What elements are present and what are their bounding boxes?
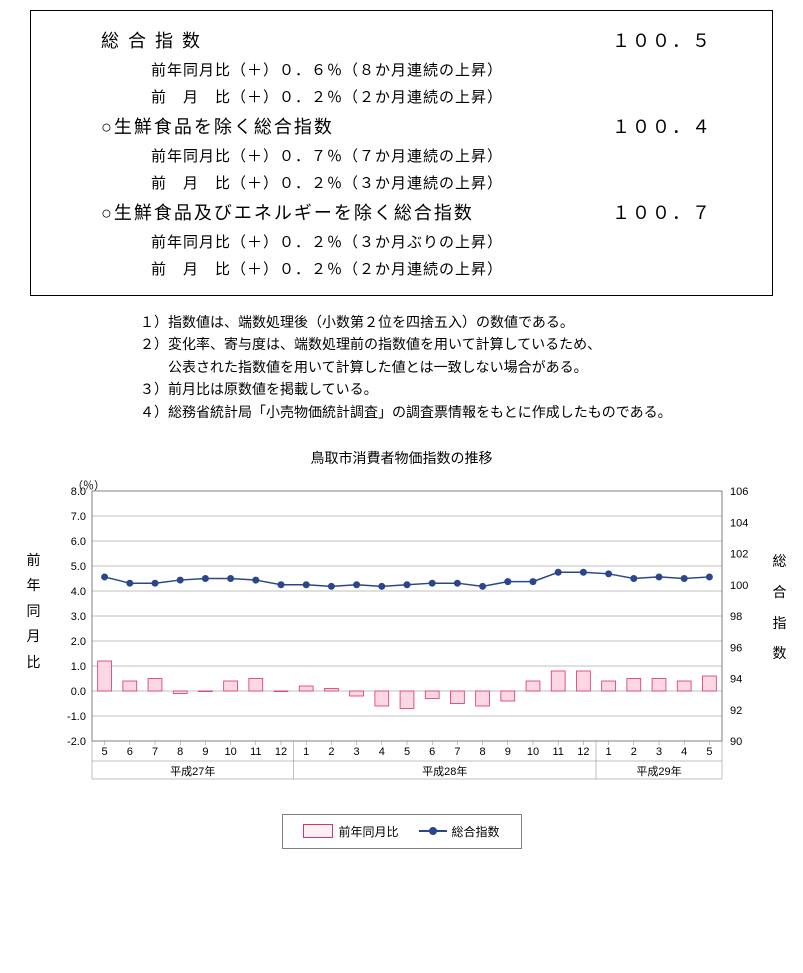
legend-line-swatch — [419, 830, 447, 832]
svg-text:7.0: 7.0 — [70, 511, 85, 523]
notes-block: １）指数値は、端数処理後（小数第２位を四捨五入）の数値である。 ２）変化率、寄与… — [140, 311, 793, 423]
svg-text:2.0: 2.0 — [70, 636, 85, 648]
index-row-1: 総 合 指 数 １００．５ — [101, 27, 712, 53]
svg-text:5: 5 — [101, 746, 107, 758]
svg-text:3.0: 3.0 — [70, 611, 85, 623]
svg-text:0.0: 0.0 — [70, 686, 85, 698]
svg-text:7: 7 — [151, 746, 157, 758]
note-4: ４）総務省統計局「小売物価統計調査」の調査票情報をもとに作成したものである。 — [140, 401, 793, 423]
svg-text:2: 2 — [630, 746, 636, 758]
svg-text:4.0: 4.0 — [70, 586, 85, 598]
svg-text:1: 1 — [605, 746, 611, 758]
chart-svg: （％）-2.0-1.00.01.02.03.04.05.06.07.08.090… — [32, 476, 772, 796]
legend-box: 前年同月比 総合指数 — [282, 814, 522, 849]
index2-title: ○生鮮食品を除く総合指数 — [101, 113, 334, 139]
svg-text:6: 6 — [126, 746, 132, 758]
svg-text:6.0: 6.0 — [70, 536, 85, 548]
svg-text:4: 4 — [681, 746, 687, 758]
legend-line-label: 総合指数 — [452, 823, 500, 840]
chart-container: 前年同月比 総合指数 （％）-2.0-1.00.01.02.03.04.05.0… — [32, 476, 772, 849]
svg-text:8: 8 — [479, 746, 485, 758]
svg-text:3: 3 — [655, 746, 661, 758]
svg-text:94: 94 — [730, 673, 742, 685]
svg-text:1: 1 — [303, 746, 309, 758]
index-row-3: ○生鮮食品及びエネルギーを除く総合指数 １００．７ — [101, 199, 712, 225]
note-2: ２）変化率、寄与度は、端数処理前の指数値を用いて計算しているため、 — [140, 333, 793, 355]
svg-text:平成29年: 平成29年 — [636, 764, 681, 778]
svg-text:6: 6 — [429, 746, 435, 758]
index1-mom: 前 月 比（＋）０．２％（２か月連続の上昇） — [151, 86, 712, 107]
svg-text:-2.0: -2.0 — [67, 736, 86, 748]
legend-bar-swatch — [303, 824, 333, 838]
svg-text:11: 11 — [250, 746, 261, 758]
note-1: １）指数値は、端数処理後（小数第２位を四捨五入）の数値である。 — [140, 311, 793, 333]
svg-text:4: 4 — [378, 746, 384, 758]
svg-text:9: 9 — [504, 746, 510, 758]
svg-text:10: 10 — [526, 746, 538, 758]
summary-box: 総 合 指 数 １００．５ 前年同月比（＋）０．６％（８か月連続の上昇） 前 月… — [30, 10, 773, 296]
svg-text:8.0: 8.0 — [70, 486, 85, 498]
svg-text:5: 5 — [706, 746, 712, 758]
index3-yoy: 前年同月比（＋）０．２％（３か月ぶりの上昇） — [151, 231, 712, 252]
svg-text:100: 100 — [730, 580, 748, 592]
index1-yoy: 前年同月比（＋）０．６％（８か月連続の上昇） — [151, 59, 712, 80]
index3-mom: 前 月 比（＋）０．２％（２か月連続の上昇） — [151, 258, 712, 279]
svg-text:104: 104 — [730, 517, 748, 529]
svg-text:8: 8 — [177, 746, 183, 758]
chart-title: 鳥取市消費者物価指数の推移 — [10, 448, 793, 468]
svg-text:11: 11 — [552, 746, 563, 758]
y-axis-left-label: 前年同月比 — [27, 546, 41, 676]
svg-text:5.0: 5.0 — [70, 561, 85, 573]
index1-title: 総 合 指 数 — [101, 27, 202, 53]
svg-text:10: 10 — [224, 746, 236, 758]
svg-text:96: 96 — [730, 642, 742, 654]
index3-title: ○生鮮食品及びエネルギーを除く総合指数 — [101, 199, 474, 225]
legend-item-bar: 前年同月比 — [303, 823, 398, 840]
svg-text:12: 12 — [577, 746, 589, 758]
svg-text:102: 102 — [730, 548, 748, 560]
index2-value: １００．４ — [612, 113, 712, 139]
svg-text:平成27年: 平成27年 — [170, 764, 215, 778]
index1-value: １００．５ — [612, 27, 712, 53]
svg-text:106: 106 — [730, 486, 748, 498]
svg-text:9: 9 — [202, 746, 208, 758]
note-3: ３）前月比は原数値を掲載している。 — [140, 378, 793, 400]
svg-text:92: 92 — [730, 705, 742, 717]
y-axis-right-label: 総合指数 — [773, 546, 787, 669]
svg-text:3: 3 — [353, 746, 359, 758]
svg-text:-1.0: -1.0 — [67, 711, 86, 723]
index2-yoy: 前年同月比（＋）０．７％（７か月連続の上昇） — [151, 145, 712, 166]
svg-text:98: 98 — [730, 611, 742, 623]
legend-item-line: 総合指数 — [419, 823, 500, 840]
svg-text:7: 7 — [454, 746, 460, 758]
note-2b: 公表された指数値を用いて計算した値とは一致しない場合がある。 — [140, 356, 793, 378]
svg-text:5: 5 — [403, 746, 409, 758]
index-row-2: ○生鮮食品を除く総合指数 １００．４ — [101, 113, 712, 139]
svg-text:1.0: 1.0 — [70, 661, 85, 673]
index3-value: １００．７ — [612, 199, 712, 225]
svg-text:12: 12 — [274, 746, 286, 758]
svg-text:平成28年: 平成28年 — [422, 764, 467, 778]
legend-bar-label: 前年同月比 — [338, 823, 398, 840]
index2-mom: 前 月 比（＋）０．２％（３か月連続の上昇） — [151, 172, 712, 193]
svg-text:90: 90 — [730, 736, 742, 748]
svg-text:2: 2 — [328, 746, 334, 758]
